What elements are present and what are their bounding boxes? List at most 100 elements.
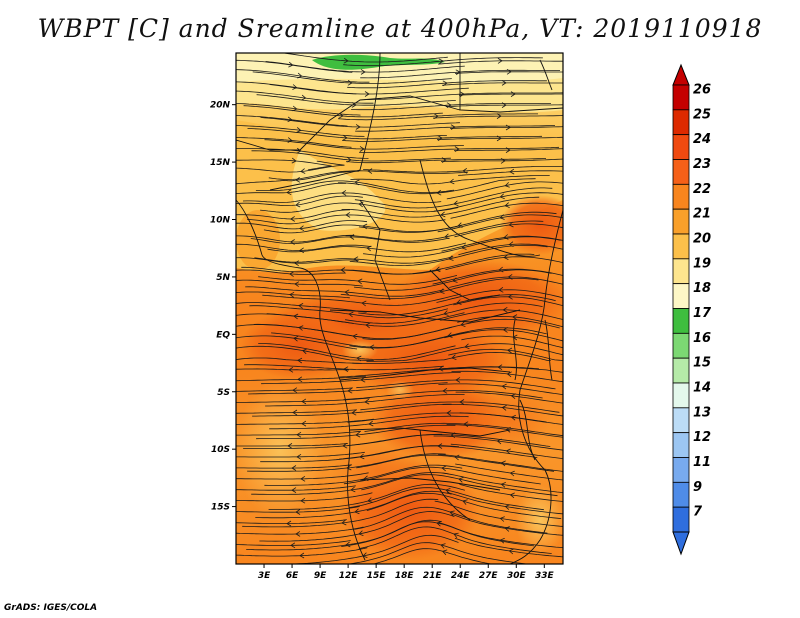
streamline (236, 418, 374, 425)
streamline-arrow (459, 399, 465, 405)
streamline-arrow (505, 124, 511, 131)
streamline-arrow (501, 405, 507, 411)
credit-label: GrADS: IGES/COLA (4, 603, 98, 613)
colorbar-label: 18 (693, 281, 711, 296)
colorbar-swatch (672, 432, 690, 458)
streamline-arrow (444, 233, 450, 240)
streamline (236, 160, 345, 173)
streamline (440, 158, 563, 162)
streamline-arrow (497, 364, 503, 371)
lon-tick-label: 3E (258, 571, 271, 581)
streamline-arrow (292, 409, 298, 416)
streamline-arrow (498, 286, 504, 293)
colorbar-label: 26 (693, 82, 711, 97)
streamline-arrow (288, 366, 294, 373)
streamline-arrow (361, 300, 367, 307)
colorbar-swatch (672, 457, 690, 483)
streamline-arrow (509, 470, 515, 477)
lon-tick-label: 21E (423, 571, 443, 581)
streamline (236, 485, 356, 491)
streamline-arrow (299, 552, 305, 559)
colorbar-label: 12 (693, 430, 711, 445)
colorbar-swatch (672, 308, 690, 334)
streamline-arrow (510, 393, 516, 400)
streamline-arrow (439, 288, 445, 294)
streamline-arrow (355, 431, 361, 438)
streamline (450, 443, 563, 460)
streamline-arrow (296, 453, 302, 460)
streamline-arrow (343, 57, 349, 64)
streamline-arrow (507, 293, 513, 300)
streamline-arrow (345, 212, 351, 218)
streamline-arrow (296, 147, 302, 154)
streamline-arrow (338, 112, 344, 119)
colorbar-label: 24 (693, 132, 711, 147)
colorbar-label: 21 (693, 207, 711, 222)
streamline-arrow (461, 244, 467, 250)
streamline-arrow (500, 460, 506, 467)
streamline (236, 492, 373, 502)
streamline-arrow (291, 487, 297, 493)
streamline-arrow (364, 91, 370, 97)
streamline-arrow (301, 420, 307, 427)
streamline-arrow (508, 548, 514, 555)
streamline (458, 170, 563, 176)
streamline-arrow (456, 299, 462, 305)
lat-tick-label: 15N (210, 158, 231, 168)
streamline-arrow (505, 426, 511, 433)
streamline (461, 335, 563, 349)
streamline (236, 368, 349, 371)
colorbar-label: 13 (693, 405, 711, 420)
streamline-arrow (367, 497, 373, 503)
streamline-arrow (443, 310, 449, 316)
streamline-arrow (295, 201, 301, 208)
streamline-arrow (350, 486, 356, 493)
streamline-arrow (496, 135, 502, 142)
streamline-arrow (459, 91, 465, 98)
streamline (442, 82, 563, 86)
streamline-arrow (294, 260, 300, 267)
colorbar-label: 9 (693, 480, 702, 495)
colorbar-label: 23 (693, 157, 711, 172)
streamline-arrow (302, 348, 308, 355)
streamline-arrow (457, 222, 463, 228)
streamline-arrow (498, 266, 504, 273)
streamline-arrow (290, 542, 296, 549)
streamline-arrow (500, 158, 506, 164)
colorbar-bottom-arrow (672, 531, 690, 556)
streamline-arrow (505, 147, 511, 153)
streamline-arrow (449, 178, 455, 185)
lat-tick-label: 5S (217, 388, 230, 398)
streamline-arrow (436, 520, 442, 527)
lat-tick-label: 5N (216, 273, 230, 283)
streamline-arrow (351, 409, 357, 416)
streamline-arrow (365, 322, 371, 329)
colorbar-swatch (672, 109, 690, 136)
streamline-arrow (343, 366, 349, 373)
streamline-arrow (299, 247, 305, 254)
colorbar-swatch (672, 481, 690, 508)
streamline-arrow (357, 278, 363, 285)
colorbar-label: 17 (693, 306, 712, 321)
streamline-arrow (506, 371, 512, 378)
streamline-arrow (296, 127, 302, 133)
lon-tick-label: 9E (314, 571, 327, 581)
streamline-arrow (300, 475, 306, 482)
streamline (442, 404, 563, 417)
lat-tick-label: 10S (211, 445, 230, 455)
streamline-arrow (455, 69, 461, 76)
streamline-arrow (342, 134, 348, 141)
streamline-arrow (360, 376, 366, 383)
streamline-arrow (346, 464, 352, 471)
streamline (236, 182, 347, 195)
streamline-arrow (289, 271, 295, 277)
streamline-arrow (342, 442, 348, 449)
colorbar: 26 25 24 23 22 21 20 19 18 17 16 15 14 13 12 11 9 7 (672, 63, 712, 556)
streamline-arrow (454, 454, 460, 461)
lat-tick-label: EQ (216, 330, 230, 340)
colorbar-label: 15 (693, 356, 711, 371)
streamline-arrow (295, 531, 301, 537)
lat-tick-label: 15S (211, 503, 230, 513)
colorbar-label: 14 (693, 380, 711, 395)
streamline-arrow (291, 157, 297, 164)
